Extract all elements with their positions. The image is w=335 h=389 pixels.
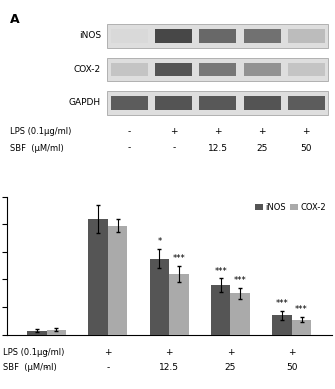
FancyBboxPatch shape <box>111 96 148 110</box>
Text: LPS (0.1μg/ml): LPS (0.1μg/ml) <box>3 347 65 357</box>
FancyBboxPatch shape <box>288 63 325 76</box>
Text: 50: 50 <box>286 363 297 372</box>
Bar <box>272 315 292 335</box>
Bar <box>169 274 189 335</box>
Text: SBF  (μM/ml): SBF (μM/ml) <box>3 363 57 372</box>
Bar <box>230 293 250 335</box>
FancyBboxPatch shape <box>288 29 325 42</box>
Text: COX-2: COX-2 <box>74 65 101 74</box>
Text: +: + <box>104 347 112 357</box>
FancyBboxPatch shape <box>108 91 328 114</box>
Text: ***: *** <box>276 299 288 308</box>
FancyBboxPatch shape <box>155 29 192 42</box>
Legend: iNOS, COX-2: iNOS, COX-2 <box>254 201 328 214</box>
Text: LPS (0.1μg/ml): LPS (0.1μg/ml) <box>10 128 71 137</box>
FancyBboxPatch shape <box>244 29 281 42</box>
FancyBboxPatch shape <box>111 29 148 42</box>
Bar <box>27 331 47 335</box>
FancyBboxPatch shape <box>244 63 281 76</box>
Text: +: + <box>170 128 178 137</box>
Text: +: + <box>303 128 310 137</box>
FancyBboxPatch shape <box>244 96 281 110</box>
Text: +: + <box>227 347 234 357</box>
FancyBboxPatch shape <box>111 63 148 76</box>
FancyBboxPatch shape <box>108 58 328 81</box>
Text: ***: *** <box>173 254 185 263</box>
FancyBboxPatch shape <box>199 96 237 110</box>
Text: 25: 25 <box>225 363 236 372</box>
Text: A: A <box>10 13 19 26</box>
FancyBboxPatch shape <box>199 29 237 42</box>
Bar <box>108 226 128 335</box>
Text: 12.5: 12.5 <box>159 363 179 372</box>
Text: 12.5: 12.5 <box>208 144 228 152</box>
FancyBboxPatch shape <box>108 25 328 47</box>
Text: -: - <box>45 347 48 357</box>
FancyBboxPatch shape <box>155 96 192 110</box>
Text: -: - <box>128 128 131 137</box>
Text: ***: *** <box>234 276 247 285</box>
Text: SBF  (μM/ml): SBF (μM/ml) <box>10 144 64 152</box>
Text: +: + <box>288 347 295 357</box>
Text: iNOS: iNOS <box>79 32 101 40</box>
Text: GAPDH: GAPDH <box>69 98 101 107</box>
Text: +: + <box>165 347 173 357</box>
Text: -: - <box>45 363 48 372</box>
Bar <box>88 219 108 335</box>
Bar <box>47 329 66 335</box>
Text: 50: 50 <box>300 144 312 152</box>
Bar <box>292 320 312 335</box>
Bar <box>149 259 169 335</box>
Text: *: * <box>157 237 161 246</box>
Text: -: - <box>172 144 175 152</box>
Text: 25: 25 <box>256 144 268 152</box>
Text: -: - <box>106 363 110 372</box>
Text: +: + <box>258 128 266 137</box>
Text: +: + <box>214 128 222 137</box>
FancyBboxPatch shape <box>288 96 325 110</box>
Text: ***: *** <box>295 305 308 314</box>
FancyBboxPatch shape <box>155 63 192 76</box>
Text: -: - <box>128 144 131 152</box>
Text: ***: *** <box>214 266 227 276</box>
FancyBboxPatch shape <box>199 63 237 76</box>
Bar <box>211 285 230 335</box>
